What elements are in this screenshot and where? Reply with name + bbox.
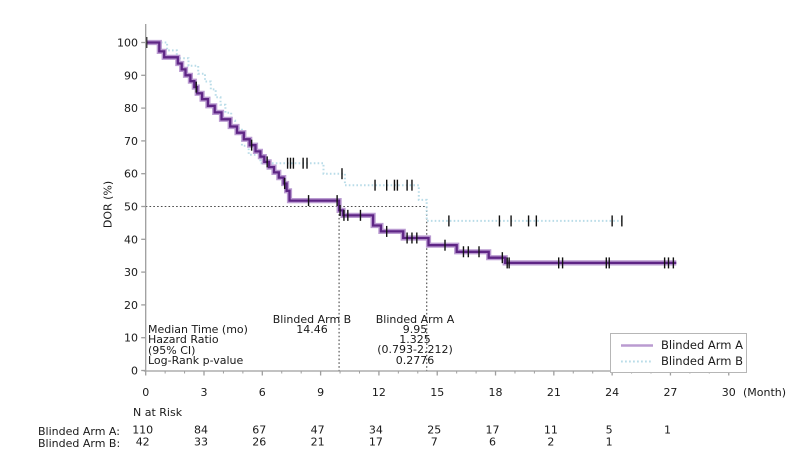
risk-count-arm-a: 5 <box>606 424 613 437</box>
legend-label-arm-a: Blinded Arm A <box>661 338 744 352</box>
risk-count-arm-a: 11 <box>544 424 558 437</box>
x-tick-label: 24 <box>605 386 619 399</box>
risk-count-arm-a: 34 <box>369 424 383 437</box>
risk-count-arm-b: 33 <box>194 436 208 449</box>
legend: Blinded Arm A Blinded Arm B <box>610 333 747 373</box>
x-tick-label: 15 <box>430 386 444 399</box>
x-tick-label: 12 <box>372 386 386 399</box>
risk-count-arm-b: 2 <box>547 436 554 449</box>
stats-header-arm-a: Blinded Arm A <box>375 312 455 326</box>
y-axis-title: DOR (%) <box>101 180 115 229</box>
stats-median-arm-a: 9.95 <box>402 322 428 336</box>
x-tick-label: 21 <box>547 386 561 399</box>
y-tick-label: 100 <box>117 37 138 50</box>
stats-column-arm-b: Blinded Arm B 14.46 <box>257 312 367 336</box>
risk-row-label-arm-b: Blinded Arm B: <box>38 436 121 450</box>
x-tick-label: 6 <box>259 386 266 399</box>
legend-swatch-arm-a-icon <box>621 343 653 347</box>
km-curve-arm-a <box>145 41 677 265</box>
n-at-risk-title: N at Risk <box>133 406 183 419</box>
y-tick-label: 20 <box>124 299 138 312</box>
y-tick-label: 80 <box>124 102 138 115</box>
stats-ci-arm-a: (0.793-2.212) <box>377 343 453 357</box>
stat-label-hazard-ratio: Hazard Ratio <box>148 333 219 347</box>
stat-label-median-time: Median Time (mo) <box>148 323 248 336</box>
stats-median-arm-b: 14.46 <box>296 322 328 336</box>
y-tick-label: 40 <box>124 233 138 246</box>
y-tick-label: 70 <box>124 135 138 148</box>
risk-count-arm-b: 7 <box>431 436 438 449</box>
x-axis-title: (Month) <box>743 386 787 399</box>
km-curve-arm-b <box>145 41 622 222</box>
risk-count-arm-a: 1 <box>664 424 671 437</box>
legend-entry-arm-a: Blinded Arm A <box>620 338 746 352</box>
stats-table-row-labels: Median Time (mo) Hazard Ratio (95% CI) L… <box>148 323 248 367</box>
legend-swatch-arm-b-icon <box>621 360 653 362</box>
km-curve-arm-a-halo <box>145 39 677 266</box>
risk-count-arm-a: 47 <box>311 424 325 437</box>
stats-pvalue-arm-a: 0.2776 <box>395 353 435 367</box>
x-tick-label: 9 <box>317 386 324 399</box>
y-tick-label: 30 <box>124 266 138 279</box>
risk-count-arm-b: 26 <box>252 436 266 449</box>
x-tick-label: 18 <box>489 386 503 399</box>
y-tick-label: 60 <box>124 168 138 181</box>
risk-count-arm-a: 25 <box>427 424 441 437</box>
y-tick-label: 50 <box>124 201 138 214</box>
x-tick-label: 27 <box>663 386 677 399</box>
stats-hazard-ratio-arm-a: 1.325 <box>399 333 431 347</box>
risk-count-arm-b: 21 <box>311 436 325 449</box>
risk-count-arm-b: 42 <box>136 436 150 449</box>
stat-label-logrank-pvalue: Log-Rank p-value <box>148 353 244 367</box>
risk-row-label-arm-a: Blinded Arm A: <box>38 424 120 438</box>
stats-header-arm-b: Blinded Arm B <box>272 312 352 326</box>
risk-count-arm-b: 1 <box>606 436 613 449</box>
y-tick-label: 0 <box>131 365 138 378</box>
stat-label-95ci: (95% CI) <box>148 343 196 357</box>
risk-count-arm-a: 17 <box>486 424 500 437</box>
x-tick-label: 3 <box>201 386 208 399</box>
y-tick-label: 10 <box>124 332 138 345</box>
y-tick-label: 90 <box>124 69 138 82</box>
risk-count-arm-a: 110 <box>132 424 153 437</box>
risk-count-arm-a: 67 <box>252 424 266 437</box>
x-tick-label: 30 <box>722 386 736 399</box>
x-tick-label: 0 <box>142 386 149 399</box>
legend-label-arm-b: Blinded Arm B <box>661 354 744 368</box>
legend-entry-arm-b: Blinded Arm B <box>620 354 746 368</box>
risk-count-arm-b: 17 <box>369 436 383 449</box>
risk-count-arm-b: 6 <box>489 436 496 449</box>
stats-column-arm-a: Blinded Arm A 9.95 1.325 (0.793-2.212) 0… <box>360 312 470 367</box>
risk-count-arm-a: 84 <box>194 424 208 437</box>
